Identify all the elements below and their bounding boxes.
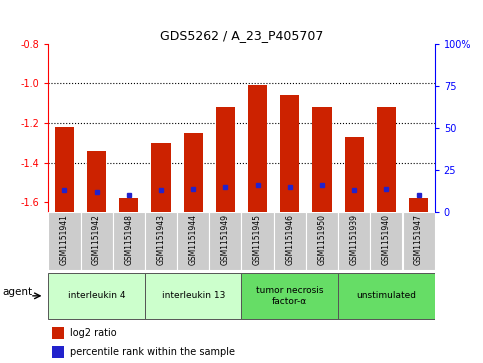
Bar — [81, 212, 113, 270]
Bar — [216, 107, 235, 212]
Text: GSM1151939: GSM1151939 — [350, 214, 359, 265]
Bar — [377, 107, 396, 212]
Bar — [248, 85, 267, 212]
Bar — [402, 212, 435, 270]
Bar — [184, 133, 203, 212]
Text: percentile rank within the sample: percentile rank within the sample — [70, 347, 235, 357]
Bar — [55, 127, 74, 212]
Bar — [242, 212, 274, 270]
Bar — [409, 199, 428, 212]
Bar — [370, 212, 402, 270]
Bar — [119, 199, 139, 212]
Title: GDS5262 / A_23_P405707: GDS5262 / A_23_P405707 — [160, 29, 323, 42]
Text: GSM1151945: GSM1151945 — [253, 214, 262, 265]
Bar — [338, 212, 370, 270]
Bar — [209, 212, 242, 270]
Text: interleukin 13: interleukin 13 — [161, 291, 225, 300]
Text: GSM1151943: GSM1151943 — [156, 214, 166, 265]
Bar — [177, 212, 209, 270]
Text: interleukin 4: interleukin 4 — [68, 291, 126, 300]
Text: GSM1151941: GSM1151941 — [60, 214, 69, 265]
Bar — [52, 346, 64, 358]
Bar — [145, 212, 177, 270]
Text: GSM1151950: GSM1151950 — [317, 214, 327, 265]
Bar — [274, 212, 306, 270]
Bar — [280, 95, 299, 212]
Bar — [113, 212, 145, 270]
Bar — [87, 151, 106, 212]
Bar — [151, 143, 170, 212]
Bar — [48, 212, 81, 270]
Bar — [313, 107, 332, 212]
Bar — [48, 273, 145, 319]
Text: agent: agent — [2, 287, 32, 297]
Bar — [338, 273, 435, 319]
Bar — [242, 273, 338, 319]
Text: GSM1151947: GSM1151947 — [414, 214, 423, 265]
Bar — [306, 212, 338, 270]
Bar — [344, 137, 364, 212]
Text: GSM1151942: GSM1151942 — [92, 214, 101, 265]
Text: GSM1151940: GSM1151940 — [382, 214, 391, 265]
Text: GSM1151946: GSM1151946 — [285, 214, 294, 265]
Text: unstimulated: unstimulated — [356, 291, 416, 300]
Text: GSM1151944: GSM1151944 — [189, 214, 198, 265]
Text: tumor necrosis
factor-α: tumor necrosis factor-α — [256, 286, 324, 306]
Text: log2 ratio: log2 ratio — [70, 328, 116, 338]
Text: GSM1151948: GSM1151948 — [124, 214, 133, 265]
Bar — [145, 273, 242, 319]
Bar — [52, 327, 64, 339]
Text: GSM1151949: GSM1151949 — [221, 214, 230, 265]
